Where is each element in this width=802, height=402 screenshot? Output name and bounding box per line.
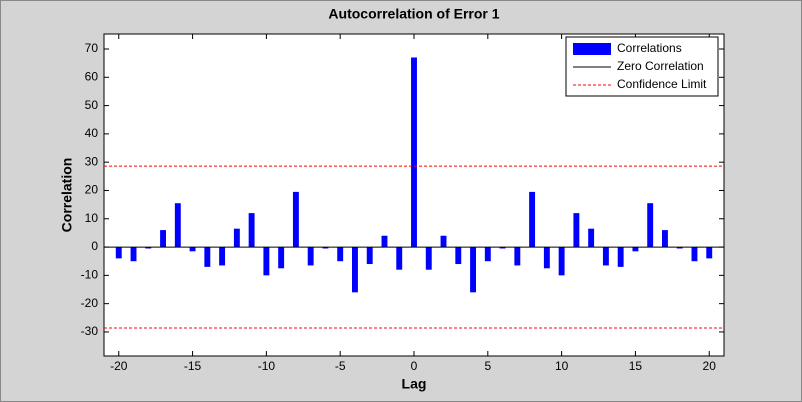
bar (455, 247, 462, 265)
y-tick-label: 40 (85, 126, 99, 140)
bar (145, 247, 152, 249)
bar (219, 247, 226, 266)
bar (278, 247, 285, 269)
bar (706, 247, 713, 259)
y-tick-label: 50 (85, 98, 99, 112)
bar (662, 230, 668, 248)
bar (233, 228, 240, 248)
bar (263, 247, 270, 276)
bar (204, 247, 211, 267)
x-tick-label: 20 (703, 359, 717, 373)
bar (189, 247, 196, 252)
bar (558, 247, 565, 276)
bar (352, 247, 358, 293)
bar (573, 213, 580, 248)
x-axis-label: Lag (402, 376, 427, 392)
bar (632, 247, 639, 252)
bar (396, 247, 403, 270)
bar (499, 247, 506, 249)
bar (411, 57, 417, 248)
bar (514, 247, 521, 266)
bar (115, 247, 122, 259)
bar (676, 247, 683, 249)
y-tick-label: 60 (85, 69, 99, 83)
bar (292, 191, 299, 248)
bar (174, 203, 181, 248)
legend-label: Correlations (617, 41, 682, 55)
bar (425, 247, 432, 270)
bar (366, 247, 373, 265)
y-tick-label: 20 (85, 183, 99, 197)
legend-label: Confidence Limit (617, 77, 707, 91)
bar (248, 213, 255, 248)
x-tick-label: 15 (629, 359, 643, 373)
y-tick-label: -10 (81, 268, 99, 282)
x-tick-label: 0 (411, 359, 418, 373)
x-tick-label: 10 (555, 359, 569, 373)
bar (337, 247, 344, 262)
y-axis-label: Correlation (59, 158, 75, 233)
x-tick-label: -15 (184, 359, 202, 373)
bar (322, 247, 329, 249)
bar (529, 191, 536, 248)
y-tick-label: -20 (81, 296, 99, 310)
bar (470, 247, 476, 293)
bar (160, 230, 166, 248)
bar (307, 247, 314, 266)
x-tick-label: 5 (484, 359, 491, 373)
y-tick-label: 30 (85, 154, 99, 168)
y-tick-label: 70 (85, 41, 99, 55)
bar (543, 247, 550, 269)
bar (440, 235, 447, 248)
legend-swatch (573, 43, 611, 55)
y-tick-label: -30 (81, 324, 99, 338)
x-tick-label: -20 (110, 359, 128, 373)
y-tick-label: 0 (91, 239, 98, 253)
bar (381, 235, 388, 248)
bar (484, 247, 491, 262)
chart-title: Autocorrelation of Error 1 (328, 6, 499, 22)
bar (602, 247, 609, 266)
x-tick-label: -10 (258, 359, 276, 373)
bar (130, 247, 137, 262)
legend-label: Zero Correlation (617, 59, 704, 73)
bar (647, 203, 654, 248)
bar (588, 228, 595, 248)
bar (617, 247, 624, 267)
y-tick-label: 10 (85, 211, 99, 225)
bar (691, 247, 698, 262)
x-tick-label: -5 (335, 359, 346, 373)
